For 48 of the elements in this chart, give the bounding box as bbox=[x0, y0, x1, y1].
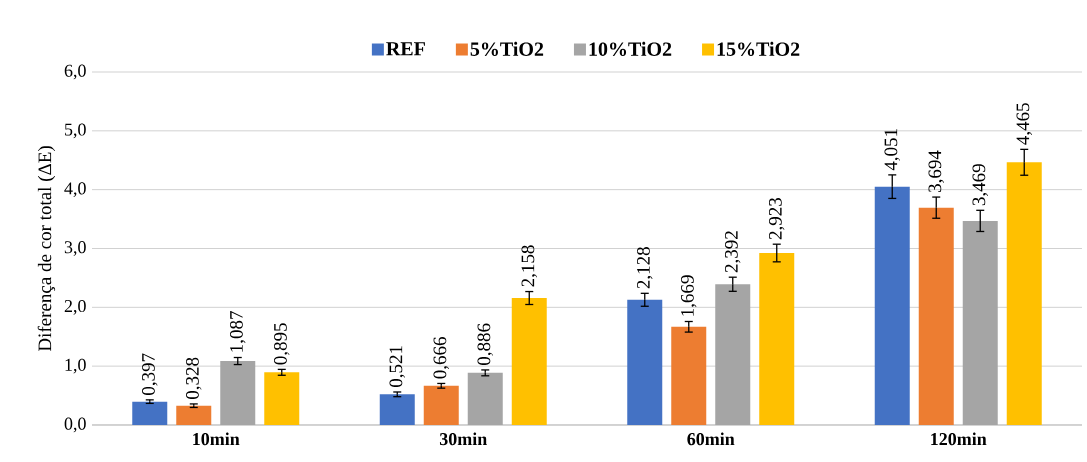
y-tick-label: 3,0 bbox=[64, 241, 86, 256]
bar bbox=[379, 394, 415, 425]
x-tick-label: 10min bbox=[193, 432, 240, 446]
bar bbox=[423, 385, 459, 425]
bar bbox=[220, 361, 256, 425]
x-tick-label: 60min bbox=[687, 432, 735, 446]
data-label: 0,328 bbox=[185, 357, 202, 399]
y-tick-label: 2,0 bbox=[64, 299, 86, 315]
data-label: 4,465 bbox=[1016, 103, 1032, 145]
y-tick-label: 1,0 bbox=[65, 358, 86, 374]
data-label: 2,158 bbox=[521, 245, 538, 287]
data-label: 2,923 bbox=[769, 197, 785, 240]
data-label: 4,051 bbox=[884, 129, 901, 171]
y-tick-label: 6,0 bbox=[64, 64, 86, 80]
legend-label: 10%TiO2 bbox=[589, 41, 672, 56]
data-label: 3,694 bbox=[928, 150, 944, 192]
bar bbox=[874, 186, 910, 425]
data-label: 2,128 bbox=[636, 247, 653, 289]
bar bbox=[671, 326, 707, 425]
y-tick-label: 4,0 bbox=[64, 182, 86, 198]
data-label: 3,469 bbox=[972, 164, 988, 206]
x-tick-label: 30min bbox=[439, 432, 487, 446]
bar bbox=[759, 253, 795, 425]
bar bbox=[132, 401, 168, 425]
bar bbox=[918, 207, 954, 425]
data-label: 2,392 bbox=[725, 231, 741, 273]
bar bbox=[176, 405, 212, 425]
data-label: 0,666 bbox=[433, 337, 450, 379]
data-label: 0,397 bbox=[141, 353, 158, 395]
y-tick-label: 5,0 bbox=[65, 123, 86, 139]
bar bbox=[627, 299, 663, 425]
data-label: 1,087 bbox=[229, 311, 246, 352]
legend-label: 5%TiO2 bbox=[470, 41, 544, 56]
bar bbox=[511, 298, 547, 425]
bar bbox=[715, 284, 751, 425]
bar bbox=[467, 372, 503, 425]
bar bbox=[1006, 162, 1042, 425]
y-tick-label: 0,0 bbox=[64, 417, 86, 433]
data-label: 0,895 bbox=[273, 323, 290, 365]
bar bbox=[264, 372, 300, 425]
x-tick-label: 120min bbox=[931, 432, 987, 446]
legend-label: 15%TiO2 bbox=[717, 41, 800, 56]
y-axis-title: Diferença de cor total (ΔE) bbox=[37, 146, 56, 352]
data-label: 1,669 bbox=[681, 275, 697, 316]
data-label: 0,521 bbox=[389, 346, 406, 388]
data-label: 0,886 bbox=[477, 323, 494, 365]
bar bbox=[962, 220, 998, 425]
legend-label: REF bbox=[386, 42, 425, 56]
